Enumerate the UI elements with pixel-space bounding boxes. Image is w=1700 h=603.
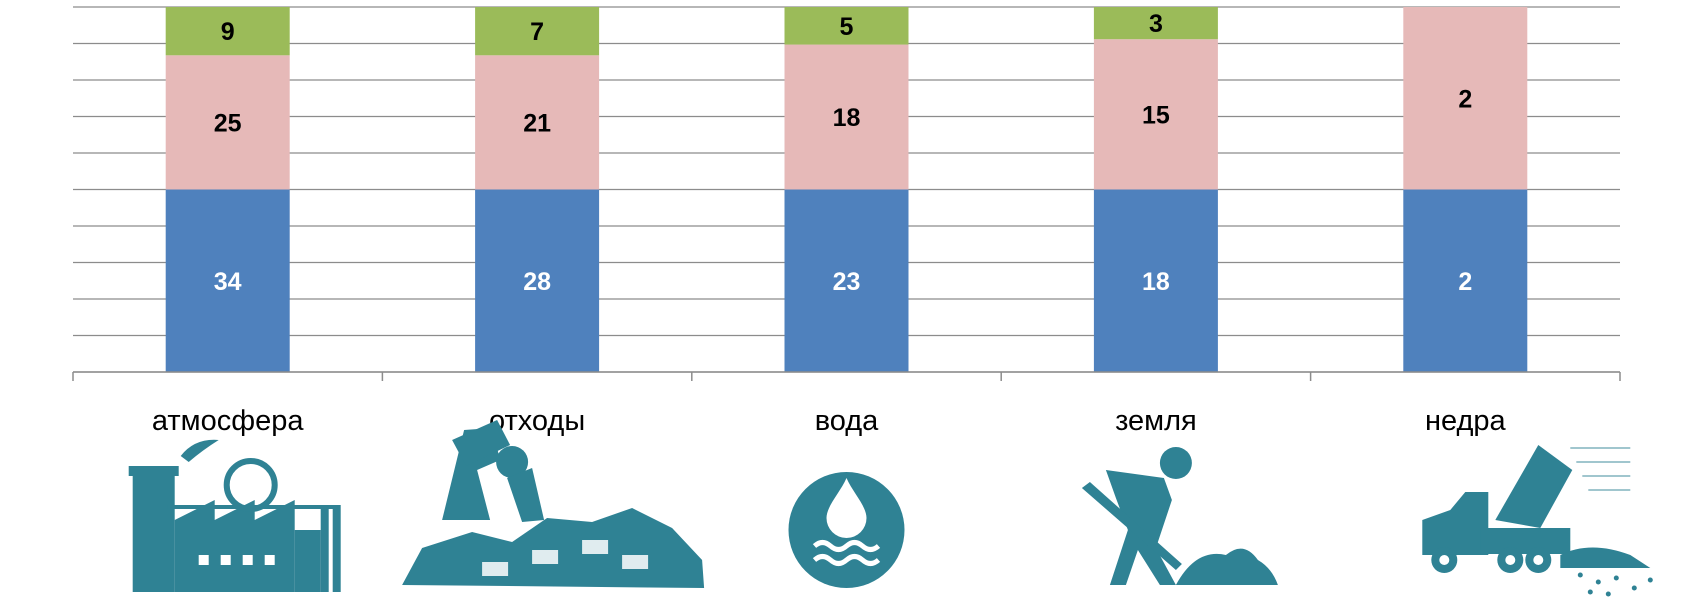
bar-segment [1093,189,1218,372]
data-label: 21 [523,109,551,137]
bar-segment [1403,189,1528,372]
data-label: 18 [833,104,861,132]
category-icons [128,420,1653,597]
data-label: 25 [214,109,242,137]
bar-segment [1403,7,1528,190]
x-tick-label: отходы [489,405,585,437]
data-label: 5 [840,13,854,41]
data-label: 23 [833,268,861,296]
bars: 34 25 9 28 21 7 23 18 5 18 15 3 2 2 [165,7,1528,372]
digging-worker-icon [1081,447,1278,585]
x-tick-label: недра [1425,405,1507,437]
data-label: 28 [523,268,551,296]
bar-segment [165,189,290,372]
x-axis [72,371,1621,381]
data-label: 15 [1142,101,1170,129]
bar-segment [1093,39,1218,190]
data-label: 34 [214,268,242,296]
x-tick-label: вода [815,405,879,437]
water-drop-icon [788,472,905,588]
bar-segment [165,7,290,56]
bar-segment [784,189,909,372]
dump-truck-icon [1422,445,1653,597]
factory-icon [128,439,341,592]
x-tick-label: земля [1115,405,1197,437]
data-label: 3 [1149,10,1163,38]
x-tick-label: атмосфера [152,405,304,437]
bar-segment [475,55,600,190]
bar-segment [475,189,600,372]
data-label: 7 [530,18,544,46]
data-label: 18 [1142,268,1170,296]
bar-segment [784,7,909,45]
data-label: 2 [1458,85,1472,113]
bar-segment [165,55,290,190]
category-labels: атмосфера отходы вода земля недра [152,405,1507,437]
data-label: 9 [221,18,235,46]
garbage-dump-icon [402,420,705,588]
bar-segment [475,7,600,56]
bar-segment [784,44,909,190]
bar-segment [1093,7,1218,40]
data-label: 2 [1458,268,1472,296]
